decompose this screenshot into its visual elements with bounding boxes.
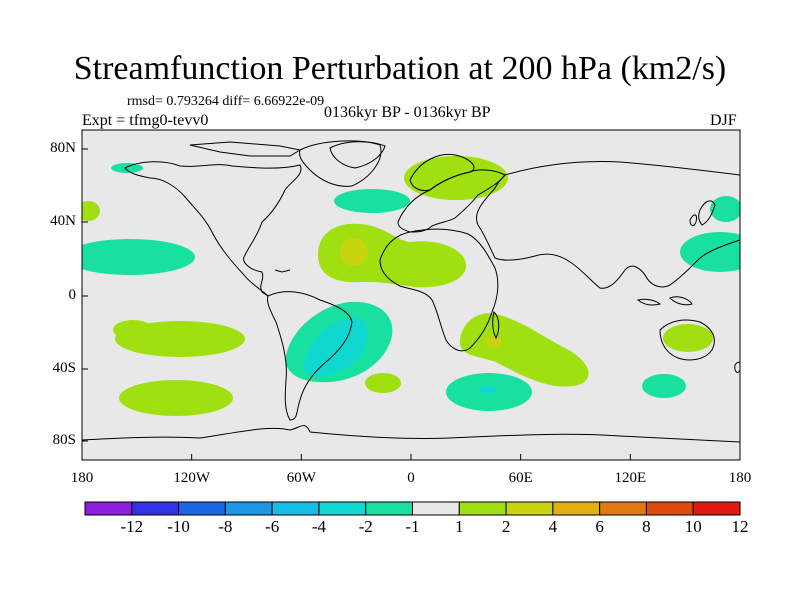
contour-neg-southern-ocean-core	[478, 386, 498, 394]
contour-pos-south-pacific	[115, 321, 245, 357]
colorbar-label: -10	[167, 517, 190, 536]
contour-pos-southeast-pacific	[119, 380, 233, 416]
colorbar-label: -4	[311, 517, 326, 536]
y-tick-label: 80S	[52, 432, 76, 448]
plot-title: Streamfunction Perturbation at 200 hPa (…	[73, 50, 727, 87]
colorbar-label: 1	[455, 517, 464, 536]
colorbar-swatch	[505, 501, 554, 516]
contour-neg-north-pacific	[82, 239, 195, 275]
colorbar-label: 4	[548, 517, 558, 536]
contour-neg-north-atlantic	[334, 189, 410, 213]
colorbar-label: 12	[731, 517, 749, 536]
colorbar-label: -1	[405, 517, 420, 536]
colorbar-label: -8	[218, 517, 233, 536]
colorbar-label: 2	[501, 517, 511, 536]
contour-pos-west-edge	[82, 201, 100, 221]
colorbar-swatch	[458, 501, 507, 516]
colorbar-swatch	[692, 501, 741, 516]
colorbar-swatch	[318, 501, 367, 516]
experiment-label: Expt = tfmg0-tevv0	[82, 112, 209, 129]
y-tick-label: 40N	[50, 213, 76, 229]
y-tick-label: 40S	[52, 360, 76, 376]
coastlines	[82, 140, 740, 460]
contour-fields	[82, 156, 740, 416]
y-tick-label: 80N	[50, 140, 76, 156]
colorbar-swatch	[224, 501, 273, 516]
x-tick-label: 180	[70, 470, 94, 486]
contour-neg-northeast-pacific	[710, 196, 740, 222]
y-tick-label: 0	[68, 287, 77, 303]
colorbar-swatch	[599, 501, 647, 516]
colorbar-label: -6	[265, 517, 280, 536]
axis-ticks	[81, 148, 741, 460]
colorbar-swatch	[412, 501, 460, 516]
contour-pos-europe	[404, 156, 508, 200]
colorbar-swatch	[645, 501, 694, 516]
colorbar	[84, 501, 741, 516]
contour-pos-australia	[663, 324, 713, 352]
contour-pos-tropical-atlantic-core	[340, 238, 368, 266]
season-label: DJF	[710, 112, 737, 129]
rmsd-diff-stats: rmsd= 0.793264 diff= 6.66922e-09	[127, 94, 325, 109]
colorbar-swatch	[552, 501, 601, 516]
colorbar-label: 6	[595, 517, 604, 536]
colorbar-swatch	[271, 501, 320, 516]
colorbar-label: -2	[358, 517, 373, 536]
x-tick-label: 60W	[286, 470, 316, 486]
colorbar-label: 10	[684, 517, 702, 536]
contour-pos-south-africa	[459, 313, 589, 387]
colorbar-label: -12	[120, 517, 144, 536]
colorbar-swatch	[365, 501, 414, 516]
period-label: 0136kyr BP - 0136kyr BP	[324, 104, 491, 121]
x-tick-label: 180	[728, 470, 752, 486]
colorbar-swatch	[178, 501, 226, 516]
x-tick-label: 120W	[173, 470, 210, 486]
contour-neg-south-indian	[642, 374, 686, 398]
x-tick-label: 120E	[614, 470, 647, 486]
contour-pos-south-africa-core	[486, 336, 502, 348]
colorbar-swatch	[84, 501, 133, 516]
contour-pos-south-atlantic	[365, 373, 401, 393]
colorbar-swatch	[131, 501, 180, 516]
contour-neg-alaska	[111, 163, 143, 173]
x-tick-label: 60E	[508, 470, 533, 486]
x-tick-label: 0	[407, 470, 415, 486]
colorbar-label: 8	[642, 517, 651, 536]
contour-neg-south-america-core	[303, 317, 368, 377]
